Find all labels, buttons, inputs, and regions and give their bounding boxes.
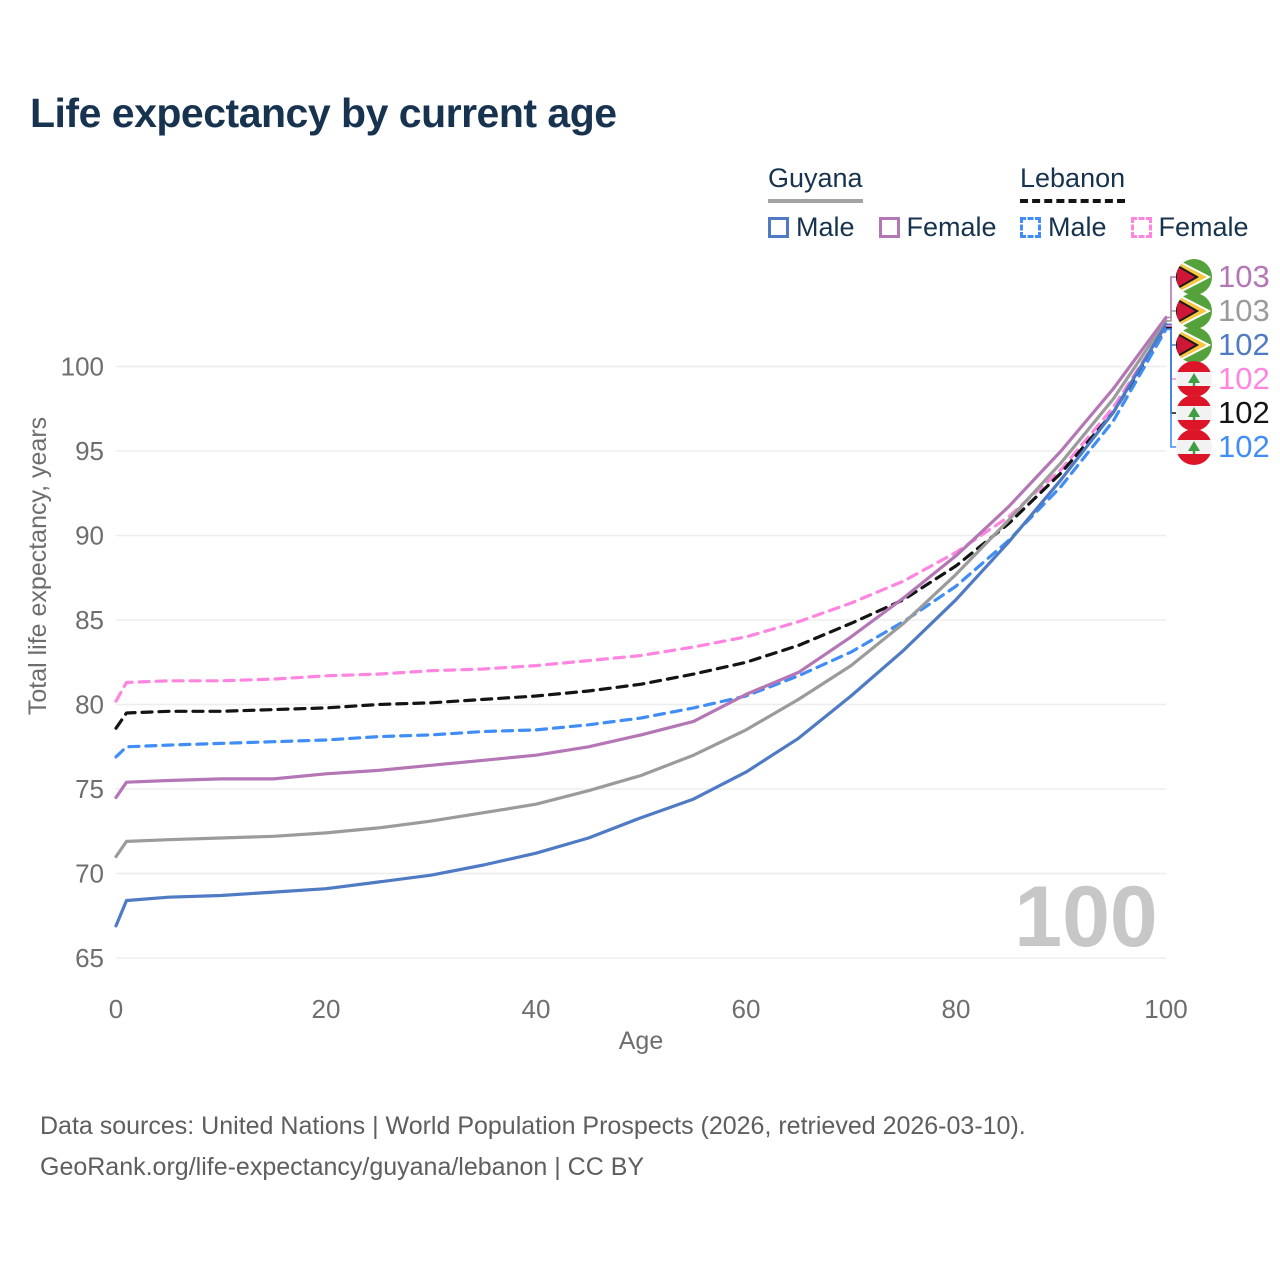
- hover-age-watermark: 100: [1014, 869, 1158, 965]
- legend-label: Male: [1048, 212, 1107, 242]
- end-label-lebanon-male: 102: [1176, 429, 1270, 465]
- end-value-lebanon-male: 102: [1218, 429, 1270, 464]
- y-tick-90: 90: [75, 521, 104, 551]
- guyana-female-swatch-icon: [878, 217, 900, 238]
- legend-group-guyana: Guyana Male Female: [768, 163, 997, 243]
- x-tick-60: 60: [732, 994, 761, 1024]
- end-label-lebanon-female: 102: [1176, 361, 1270, 397]
- series-line-guyana-female[interactable]: [114, 315, 1168, 800]
- end-label-guyana-male: 102: [1176, 327, 1270, 363]
- x-tick-100: 100: [1144, 994, 1187, 1024]
- leader-line-guyana-all: [1166, 310, 1176, 322]
- legend-item-guyana-female[interactable]: Female: [878, 212, 997, 243]
- legend-label: Female: [1158, 212, 1249, 242]
- footer: Data sources: United Nations | World Pop…: [40, 1106, 1026, 1188]
- series-line-lebanon-all[interactable]: [114, 326, 1168, 730]
- guyana-flag-icon: [1176, 259, 1212, 295]
- x-tick-20: 20: [312, 994, 341, 1024]
- y-tick-70: 70: [75, 859, 104, 889]
- end-value-guyana-male: 102: [1218, 327, 1270, 362]
- leader-line-guyana-female: [1166, 276, 1176, 319]
- end-value-lebanon-female: 102: [1218, 361, 1270, 396]
- footer-data-sources: Data sources: United Nations | World Pop…: [40, 1112, 1026, 1140]
- end-value-lebanon-all: 102: [1218, 395, 1270, 430]
- x-tick-0: 0: [109, 994, 123, 1024]
- lebanon-female-swatch-icon: [1130, 217, 1152, 238]
- leader-line-lebanon-male: [1166, 328, 1176, 448]
- end-value-guyana-female: 103: [1218, 259, 1270, 294]
- series-line-guyana-all[interactable]: [114, 319, 1168, 859]
- y-tick-80: 80: [75, 690, 104, 720]
- end-label-guyana-female: 103: [1176, 259, 1270, 295]
- y-tick-100: 100: [61, 352, 104, 382]
- legend-item-guyana-male[interactable]: Male: [768, 212, 855, 243]
- y-axis-title: Total life expectancy, years: [24, 417, 52, 715]
- end-label-lebanon-all: 102: [1176, 395, 1270, 431]
- lebanon-flag-icon: [1176, 361, 1212, 397]
- y-tick-95: 95: [75, 436, 104, 466]
- lebanon-flag-icon: [1176, 429, 1212, 465]
- gridlines: [116, 365, 1166, 959]
- y-tick-65: 65: [75, 943, 104, 973]
- series-line-lebanon-male[interactable]: [114, 327, 1168, 759]
- y-axis-tick-labels: 65 70 75 80 85 90 95 100: [61, 352, 104, 974]
- legend-label: Male: [796, 212, 855, 242]
- guyana-flag-icon: [1176, 327, 1212, 363]
- lebanon-male-swatch-icon: [1020, 217, 1041, 238]
- footer-attribution: GeoRank.org/life-expectancy/guyana/leban…: [40, 1153, 645, 1181]
- y-tick-85: 85: [75, 605, 104, 635]
- x-axis-title: Age: [619, 1027, 663, 1055]
- end-label-guyana-all: 103: [1176, 293, 1270, 329]
- y-tick-75: 75: [75, 774, 104, 804]
- legend-label: Female: [906, 212, 997, 242]
- legend-country-guyana[interactable]: Guyana: [768, 163, 863, 203]
- legend-country-lebanon[interactable]: Lebanon: [1020, 163, 1126, 203]
- legend-item-lebanon-female[interactable]: Female: [1130, 212, 1249, 243]
- series-line-guyana-male[interactable]: [114, 322, 1168, 928]
- legend-group-lebanon: Lebanon Male Female: [1020, 163, 1249, 243]
- legend-items-lebanon: Male Female: [1020, 212, 1249, 243]
- x-tick-40: 40: [522, 994, 551, 1024]
- legend-item-lebanon-male[interactable]: Male: [1020, 212, 1107, 243]
- x-axis-tick-labels: 0 20 40 60 80 100: [109, 994, 1188, 1024]
- lebanon-flag-icon: [1176, 395, 1212, 431]
- end-value-guyana-all: 103: [1218, 293, 1270, 328]
- series-lines: [114, 315, 1168, 928]
- legend-items-guyana: Male Female: [768, 212, 997, 243]
- guyana-male-swatch-icon: [768, 217, 789, 238]
- end-label-leader-lines: [1166, 276, 1176, 448]
- page-title: Life expectancy by current age: [30, 90, 617, 136]
- series-line-lebanon-female[interactable]: [114, 324, 1168, 703]
- guyana-flag-icon: [1176, 293, 1212, 329]
- x-tick-80: 80: [942, 994, 971, 1024]
